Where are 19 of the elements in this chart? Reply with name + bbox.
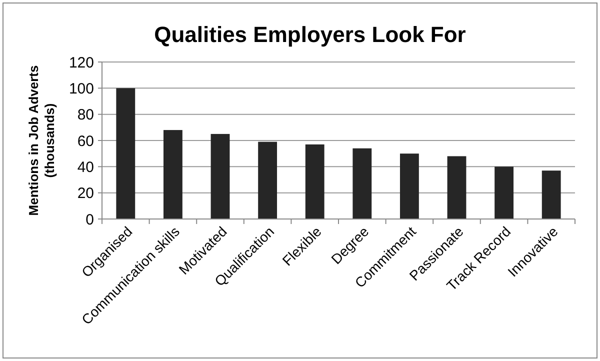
bar [305,144,324,219]
chart-title: Qualities Employers Look For [154,22,466,47]
bar [210,134,230,219]
y-tick-label: 60 [77,132,94,150]
bar [447,156,466,219]
y-tick-label: 80 [77,106,94,124]
y-tick-label: 20 [77,185,94,202]
y-tick-label: 100 [68,80,94,98]
bar [163,130,182,219]
y-tick-label: 0 [86,211,94,228]
bar [542,170,561,219]
y-tick-label: 120 [68,54,94,72]
y-tick-label: 40 [77,158,94,176]
y-axis-title: Mentions in Job Adverts (thousands) [26,65,57,216]
bar [116,88,136,219]
bar [400,154,419,219]
bar [494,166,514,219]
bar [258,142,278,219]
bar [352,148,372,219]
